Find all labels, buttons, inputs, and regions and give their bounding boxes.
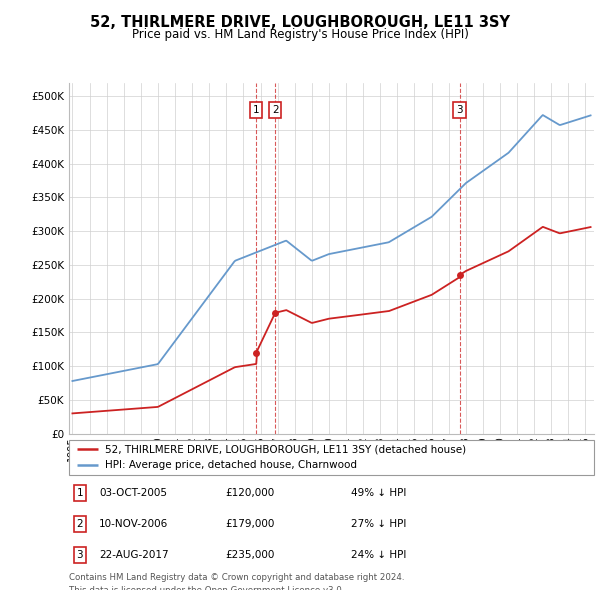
Text: 03-OCT-2005: 03-OCT-2005: [99, 489, 167, 498]
Text: 22-AUG-2017: 22-AUG-2017: [99, 550, 169, 559]
Text: 24% ↓ HPI: 24% ↓ HPI: [351, 550, 406, 559]
FancyBboxPatch shape: [69, 440, 594, 475]
Text: 52, THIRLMERE DRIVE, LOUGHBOROUGH, LE11 3SY (detached house): 52, THIRLMERE DRIVE, LOUGHBOROUGH, LE11 …: [105, 444, 466, 454]
Text: £179,000: £179,000: [225, 519, 274, 529]
Text: 1: 1: [76, 489, 83, 498]
Text: 10-NOV-2006: 10-NOV-2006: [99, 519, 168, 529]
Point: [251, 348, 261, 358]
Text: 49% ↓ HPI: 49% ↓ HPI: [351, 489, 406, 498]
Point: [455, 270, 464, 280]
Text: 2: 2: [272, 104, 278, 114]
Text: Contains HM Land Registry data © Crown copyright and database right 2024.: Contains HM Land Registry data © Crown c…: [69, 573, 404, 582]
Point: [271, 308, 280, 317]
Text: 3: 3: [76, 550, 83, 559]
Text: £120,000: £120,000: [225, 489, 274, 498]
Text: Price paid vs. HM Land Registry's House Price Index (HPI): Price paid vs. HM Land Registry's House …: [131, 28, 469, 41]
Text: 52, THIRLMERE DRIVE, LOUGHBOROUGH, LE11 3SY: 52, THIRLMERE DRIVE, LOUGHBOROUGH, LE11 …: [90, 15, 510, 30]
Text: £235,000: £235,000: [225, 550, 274, 559]
Text: 1: 1: [253, 104, 260, 114]
Text: This data is licensed under the Open Government Licence v3.0.: This data is licensed under the Open Gov…: [69, 586, 344, 590]
Text: 27% ↓ HPI: 27% ↓ HPI: [351, 519, 406, 529]
Text: 2: 2: [76, 519, 83, 529]
Text: 3: 3: [456, 104, 463, 114]
Text: HPI: Average price, detached house, Charnwood: HPI: Average price, detached house, Char…: [105, 460, 356, 470]
